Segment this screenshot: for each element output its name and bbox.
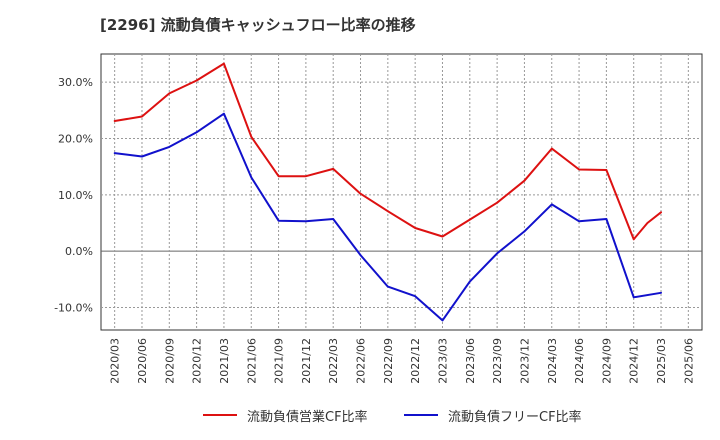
y-tick-label: -10.0% [54, 301, 93, 314]
plot-area [100, 53, 703, 331]
x-tick-label: 2020/09 [163, 338, 176, 384]
legend-item-operating-cf: 流動負債営業CF比率 [203, 400, 368, 430]
x-tick-label: 2023/03 [436, 338, 449, 384]
x-tick-label: 2020/06 [136, 338, 149, 384]
series-line-operating-cf [113, 62, 662, 241]
x-tick-label: 2021/12 [300, 338, 313, 384]
chart-title: [2296] 流動負債キャッシュフロー比率の推移 [100, 16, 416, 34]
x-tick-label: 2020/12 [191, 338, 204, 384]
x-tick-label: 2024/12 [628, 338, 641, 384]
y-tick-label: 0.0% [65, 245, 93, 258]
y-tick-label: 10.0% [58, 189, 93, 202]
x-tick-label: 2025/03 [655, 338, 668, 384]
legend: 流動負債営業CF比率 流動負債フリーCF比率 [0, 400, 720, 430]
x-tick-label: 2025/06 [682, 338, 695, 384]
x-tick-label: 2024/06 [573, 338, 586, 384]
legend-swatch-free-cf [404, 414, 438, 416]
x-tick-label: 2021/03 [218, 338, 231, 384]
legend-swatch-operating-cf [203, 414, 237, 416]
x-tick-label: 2024/03 [546, 338, 559, 384]
x-tick-label: 2022/09 [382, 338, 395, 384]
x-tick-label: 2020/03 [109, 338, 122, 384]
legend-label-free-cf: 流動負債フリーCF比率 [448, 409, 582, 425]
x-tick-label: 2023/09 [491, 338, 504, 384]
x-tick-label: 2024/09 [600, 338, 613, 384]
x-tick-label: 2022/12 [409, 338, 422, 384]
x-tick-label: 2021/09 [273, 338, 286, 384]
legend-label-operating-cf: 流動負債営業CF比率 [247, 409, 368, 425]
x-tick-label: 2023/12 [518, 338, 531, 384]
legend-item-free-cf: 流動負債フリーCF比率 [404, 400, 582, 430]
x-tick-label: 2023/06 [464, 338, 477, 384]
x-tick-label: 2022/03 [327, 338, 340, 384]
y-tick-label: 20.0% [58, 132, 93, 145]
x-tick-label: 2022/06 [355, 338, 368, 384]
y-tick-label: 30.0% [58, 76, 93, 89]
x-tick-label: 2021/06 [245, 338, 258, 384]
